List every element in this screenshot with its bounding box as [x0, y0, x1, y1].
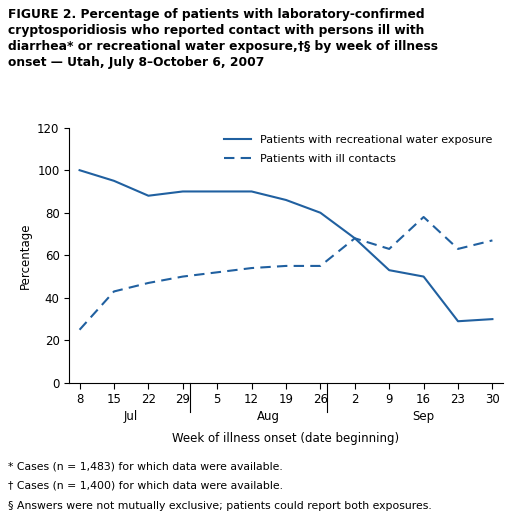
Text: † Cases (n = 1,400) for which data were available.: † Cases (n = 1,400) for which data were … — [8, 481, 283, 491]
Legend: Patients with recreational water exposure, Patients with ill contacts: Patients with recreational water exposur… — [219, 131, 497, 168]
Text: § Answers were not mutually exclusive; patients could report both exposures.: § Answers were not mutually exclusive; p… — [8, 501, 431, 511]
Text: FIGURE 2. Percentage of patients with laboratory-confirmed
cryptosporidiosis who: FIGURE 2. Percentage of patients with la… — [8, 8, 438, 69]
Text: * Cases (n = 1,483) for which data were available.: * Cases (n = 1,483) for which data were … — [8, 461, 283, 471]
Text: Sep: Sep — [412, 410, 435, 423]
Text: Week of illness onset (date beginning): Week of illness onset (date beginning) — [172, 432, 400, 445]
Text: Jul: Jul — [124, 410, 139, 423]
Y-axis label: Percentage: Percentage — [18, 222, 32, 289]
Text: Aug: Aug — [258, 410, 280, 423]
